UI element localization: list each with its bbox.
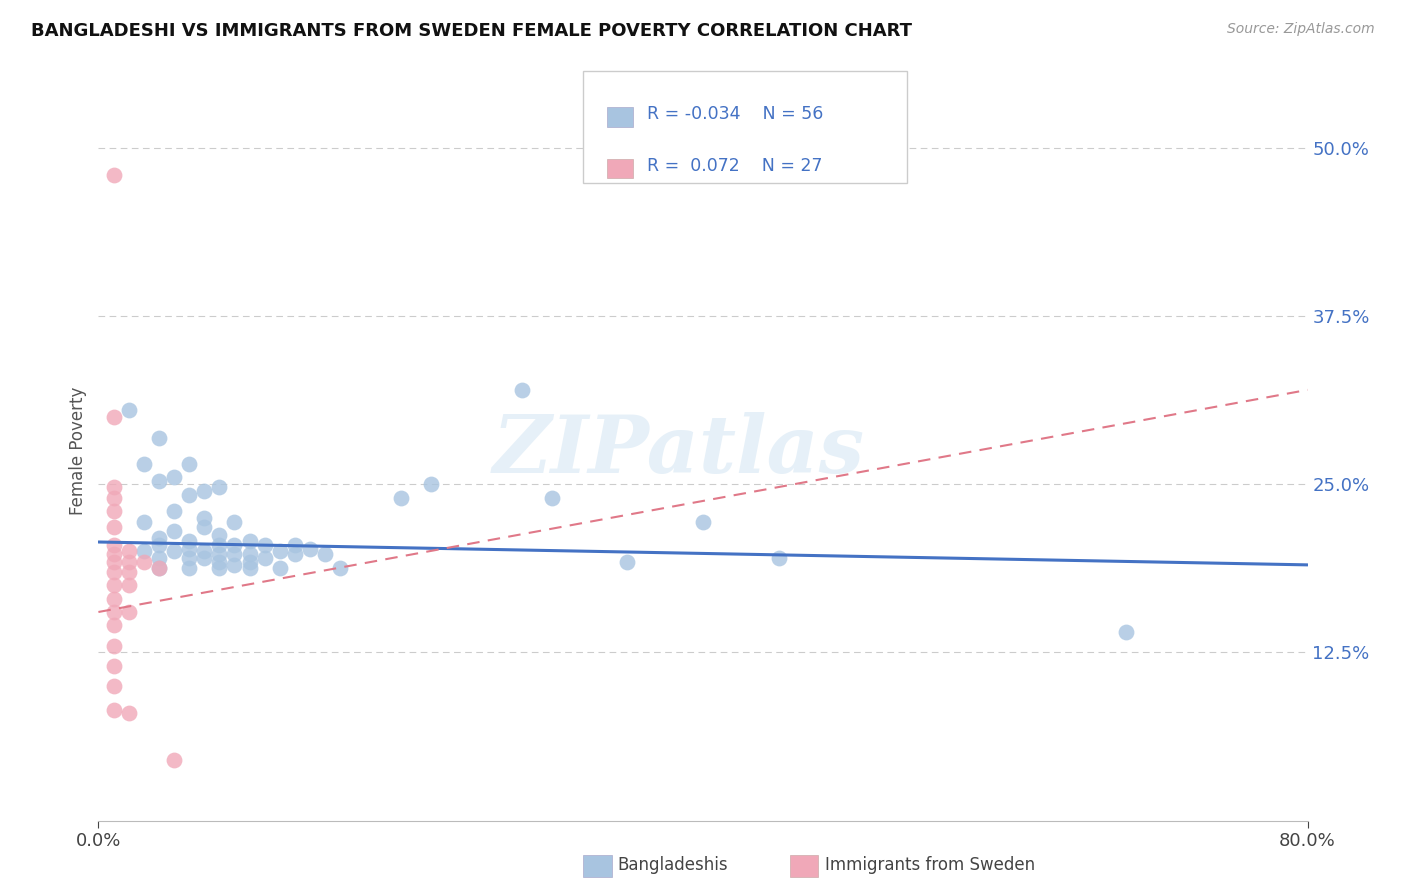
Point: [163, 524, 186, 539]
Y-axis label: Female Poverty: Female Poverty: [69, 386, 87, 515]
Point: [510, 383, 533, 397]
Point: [299, 541, 322, 556]
Point: [148, 538, 170, 552]
Point: [239, 555, 262, 569]
Point: [163, 753, 186, 767]
Point: [163, 504, 186, 518]
Point: [179, 488, 201, 502]
Point: [103, 679, 125, 693]
Point: [179, 551, 201, 566]
Point: [208, 480, 231, 494]
Point: [103, 703, 125, 717]
Point: [103, 504, 125, 518]
Point: [103, 168, 125, 182]
Text: R =  0.072    N = 27: R = 0.072 N = 27: [647, 157, 823, 175]
Point: [284, 538, 307, 552]
Point: [193, 551, 215, 566]
Point: [103, 658, 125, 673]
Point: [148, 531, 170, 545]
Point: [193, 544, 215, 558]
Point: [163, 544, 186, 558]
Text: Bangladeshis: Bangladeshis: [617, 856, 728, 874]
Point: [103, 547, 125, 561]
Point: [148, 560, 170, 574]
Point: [148, 551, 170, 566]
Point: [103, 605, 125, 619]
Point: [208, 538, 231, 552]
Point: [132, 515, 155, 529]
Point: [269, 560, 291, 574]
Point: [132, 544, 155, 558]
Text: Immigrants from Sweden: Immigrants from Sweden: [825, 856, 1035, 874]
Point: [284, 547, 307, 561]
Point: [118, 578, 141, 592]
Point: [692, 515, 714, 529]
Point: [239, 547, 262, 561]
Point: [768, 551, 790, 566]
Point: [103, 591, 125, 606]
Point: [148, 475, 170, 489]
Point: [239, 533, 262, 548]
Text: R = -0.034    N = 56: R = -0.034 N = 56: [647, 105, 823, 123]
Point: [103, 409, 125, 424]
Point: [103, 555, 125, 569]
Point: [224, 558, 246, 572]
Point: [269, 544, 291, 558]
Point: [103, 578, 125, 592]
Point: [239, 560, 262, 574]
Point: [103, 618, 125, 632]
Point: [103, 480, 125, 494]
Point: [179, 541, 201, 556]
Point: [224, 515, 246, 529]
Point: [118, 605, 141, 619]
Point: [208, 547, 231, 561]
Point: [103, 565, 125, 579]
Point: [163, 470, 186, 484]
Point: [148, 560, 170, 574]
Point: [208, 555, 231, 569]
Point: [224, 538, 246, 552]
Point: [132, 555, 155, 569]
Point: [148, 431, 170, 445]
Point: [118, 403, 141, 417]
Point: [179, 560, 201, 574]
Point: [118, 565, 141, 579]
Point: [208, 560, 231, 574]
Point: [179, 533, 201, 548]
Point: [389, 491, 412, 505]
Point: [208, 528, 231, 542]
Point: [253, 551, 276, 566]
Text: ZIPatlas: ZIPatlas: [492, 412, 865, 489]
Point: [193, 510, 215, 524]
Point: [118, 544, 141, 558]
Point: [224, 547, 246, 561]
Point: [193, 520, 215, 534]
Point: [103, 639, 125, 653]
Text: BANGLADESHI VS IMMIGRANTS FROM SWEDEN FEMALE POVERTY CORRELATION CHART: BANGLADESHI VS IMMIGRANTS FROM SWEDEN FE…: [31, 22, 912, 40]
Point: [616, 555, 638, 569]
Point: [132, 457, 155, 471]
Point: [103, 538, 125, 552]
Point: [103, 491, 125, 505]
Point: [118, 706, 141, 720]
Point: [118, 555, 141, 569]
Point: [103, 520, 125, 534]
Point: [193, 483, 215, 498]
Point: [179, 457, 201, 471]
Point: [1115, 625, 1137, 640]
Text: Source: ZipAtlas.com: Source: ZipAtlas.com: [1227, 22, 1375, 37]
Point: [314, 547, 336, 561]
Point: [420, 477, 443, 491]
Point: [253, 538, 276, 552]
Point: [329, 560, 352, 574]
Point: [540, 491, 562, 505]
